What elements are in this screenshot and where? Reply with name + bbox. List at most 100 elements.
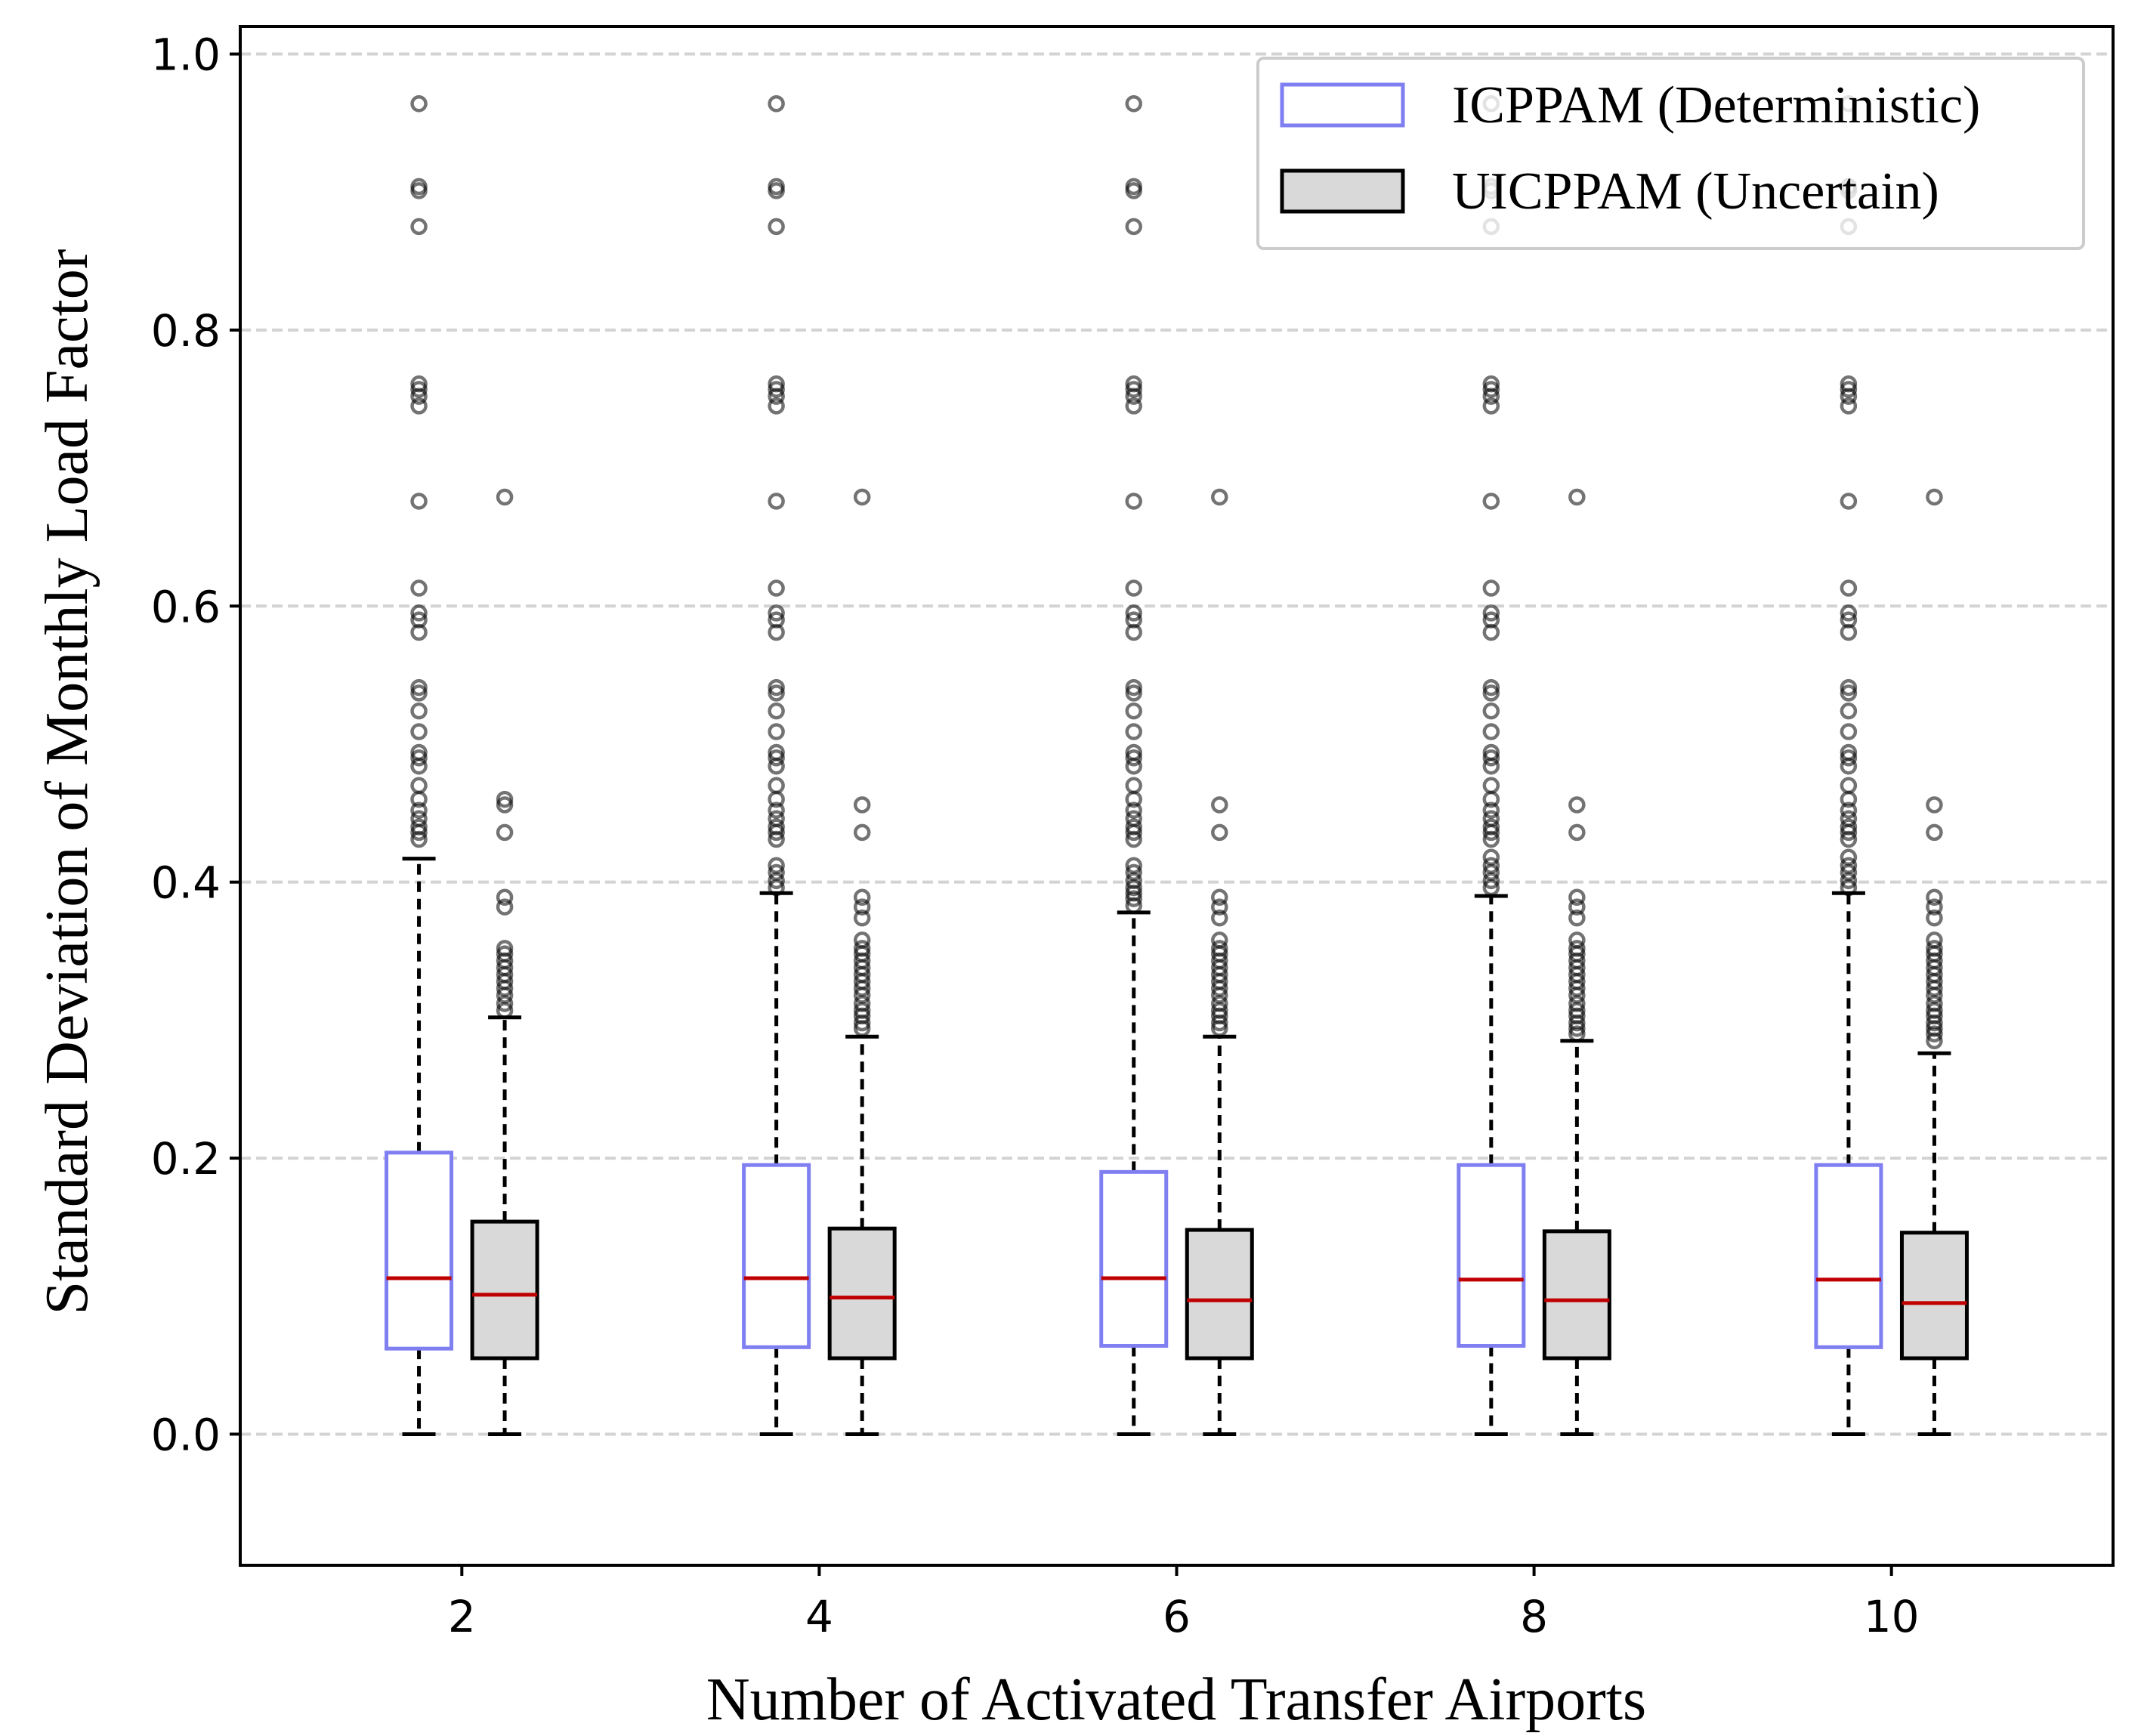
deterministic-outlier — [1840, 611, 1858, 629]
y-tick-label: 1.0 — [151, 29, 221, 81]
uncertain-outlier — [1926, 823, 1943, 842]
uncertain-outlier — [1926, 488, 1943, 506]
uncertain-outlier — [496, 945, 514, 962]
deterministic-outlier — [1125, 218, 1142, 236]
uncertain-outlier — [1926, 898, 1943, 916]
uncertain-outlier — [1926, 796, 1943, 814]
y-tick-label: 0.4 — [151, 857, 221, 909]
y-tick-label: 0.2 — [151, 1133, 221, 1185]
legend-frame — [1256, 57, 2085, 250]
legend-swatch-deterministic — [1280, 82, 1405, 128]
uncertain-outlier — [1211, 898, 1228, 916]
deterministic-outlier — [410, 178, 428, 196]
deterministic-outlier — [1125, 381, 1142, 398]
uncertain-outlier — [1568, 898, 1586, 916]
uncertain-outlier — [853, 931, 871, 949]
deterministic-outlier — [1125, 579, 1142, 597]
deterministic-outlier — [1125, 743, 1142, 761]
uncertain-outlier — [496, 790, 514, 808]
y-tick-label: 0.6 — [151, 581, 221, 632]
deterministic-outlier — [410, 678, 428, 697]
uncertain-outlier — [496, 796, 514, 814]
legend-label-deterministic: ICPPAM (Deterministic) — [1452, 76, 1980, 134]
uncertain-outlier — [1211, 823, 1228, 842]
deterministic-outlier — [1482, 375, 1500, 393]
uncertain-outlier — [853, 909, 871, 927]
uncertain-outlier — [853, 898, 871, 916]
uncertain-box — [1542, 1229, 1611, 1361]
outlier-points — [410, 95, 1943, 1050]
deterministic-outlier — [1482, 611, 1500, 629]
deterministic-outlier — [410, 381, 428, 398]
uncertain-outlier — [1568, 1025, 1586, 1043]
deterministic-outlier — [410, 749, 428, 767]
uncertain-outlier — [496, 940, 514, 957]
uncertain-box — [1185, 1228, 1254, 1361]
deterministic-outlier — [1482, 802, 1500, 819]
uncertain-outlier — [1211, 488, 1228, 506]
deterministic-outlier — [1840, 749, 1858, 767]
deterministic-outlier — [1482, 579, 1500, 597]
deterministic-outlier — [410, 810, 428, 827]
deterministic-outlier — [1840, 702, 1858, 720]
deterministic-outlier — [1125, 178, 1142, 196]
deterministic-outlier — [1125, 890, 1142, 907]
deterministic-outlier — [1125, 95, 1142, 113]
uncertain-outlier — [1926, 888, 1943, 907]
legend: ICPPAM (Deterministic) UICPPAM (Uncertai… — [1256, 57, 2085, 250]
uncertain-outlier — [496, 823, 514, 842]
uncertain-outlier — [496, 888, 514, 907]
deterministic-outlier — [1125, 611, 1142, 629]
uncertain-outlier — [1568, 823, 1586, 842]
deterministic-outlier — [1482, 397, 1500, 415]
deterministic-outlier — [1840, 848, 1858, 866]
uncertain-outlier — [1568, 488, 1586, 506]
deterministic-outlier — [1482, 723, 1500, 740]
deterministic-outlier — [410, 218, 428, 236]
deterministic-outlier — [1482, 684, 1500, 702]
uncertain-box — [470, 1219, 539, 1361]
deterministic-outlier — [1840, 381, 1858, 398]
deterministic-outlier — [1125, 604, 1142, 622]
uncertain-outlier — [853, 488, 871, 506]
uncertain-outlier — [853, 940, 871, 957]
deterministic-box — [742, 1163, 811, 1349]
uncertain-outlier — [1926, 931, 1943, 949]
deterministic-outlier — [768, 702, 785, 720]
deterministic-outlier — [768, 818, 785, 836]
deterministic-outlier — [768, 777, 785, 795]
deterministic-outlier — [1482, 818, 1500, 836]
deterministic-outlier — [410, 95, 428, 113]
uncertain-box — [827, 1226, 897, 1361]
uncertain-outlier — [1211, 940, 1228, 957]
deterministic-outlier — [768, 178, 785, 196]
x-tick-label: 4 — [805, 1591, 833, 1642]
box-series — [385, 857, 1969, 1436]
deterministic-box — [1099, 1169, 1169, 1348]
deterministic-outlier — [1125, 818, 1142, 836]
deterministic-outlier — [1840, 723, 1858, 740]
uncertain-outlier — [1568, 909, 1586, 927]
uncertain-outlier — [1568, 940, 1586, 957]
deterministic-outlier — [768, 684, 785, 702]
deterministic-outlier — [1840, 397, 1858, 415]
uncertain-outlier — [496, 898, 514, 916]
y-tick-label: 0.0 — [151, 1409, 221, 1460]
deterministic-outlier — [1482, 604, 1500, 622]
deterministic-outlier — [410, 777, 428, 795]
deterministic-outlier — [1125, 857, 1142, 875]
deterministic-outlier — [1482, 749, 1500, 767]
deterministic-outlier — [1125, 702, 1142, 720]
uncertain-outlier — [1211, 888, 1228, 907]
deterministic-outlier — [1840, 375, 1858, 393]
deterministic-outlier — [768, 95, 785, 113]
deterministic-box — [1457, 1163, 1526, 1348]
deterministic-outlier — [1482, 678, 1500, 697]
deterministic-outlier — [1125, 678, 1142, 697]
uncertain-outlier — [1211, 931, 1228, 949]
deterministic-outlier — [768, 749, 785, 767]
deterministic-outlier — [1840, 802, 1858, 819]
deterministic-outlier — [1125, 684, 1142, 702]
deterministic-outlier — [768, 802, 785, 819]
deterministic-outlier — [1482, 493, 1500, 510]
